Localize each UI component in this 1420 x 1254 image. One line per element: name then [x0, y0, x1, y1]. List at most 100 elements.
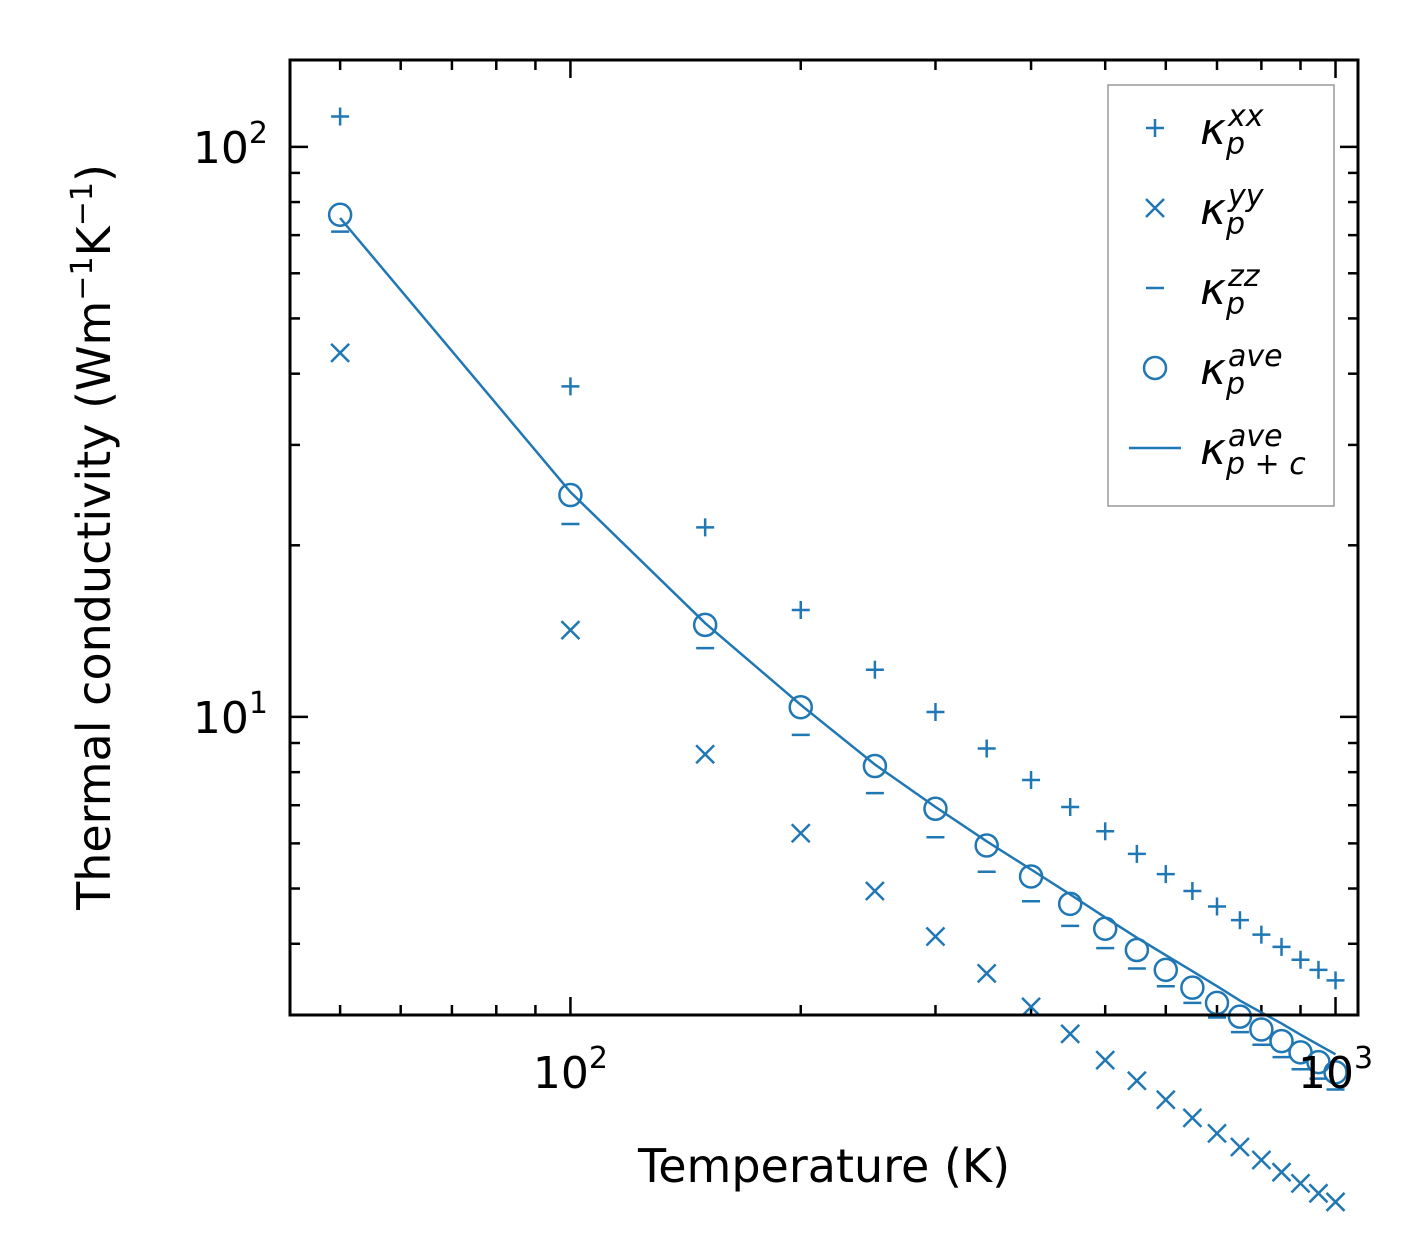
point-kappa_p_xx — [1208, 897, 1227, 916]
point-kappa_p_yy-d2 — [695, 744, 716, 765]
plot-frame — [288, 58, 1360, 1017]
point-kappa_p_yy-d2 — [1207, 1123, 1227, 1144]
point-kappa_p_yy-d2 — [560, 620, 581, 640]
point-kappa_p_ave — [1269, 1028, 1294, 1054]
point-kappa_p_yy — [330, 343, 350, 363]
legend-marker — [1142, 355, 1168, 381]
x-tick-label: 103 — [1298, 1041, 1373, 1099]
legend-marker — [1146, 119, 1164, 137]
point-kappa_p_yy — [1290, 1173, 1311, 1194]
point-kappa_p_yy-d2 — [1308, 1183, 1329, 1204]
point-kappa_p_yy — [1308, 1183, 1329, 1204]
point-kappa_p_yy — [1271, 1162, 1292, 1183]
point-kappa_p_yy — [790, 823, 811, 844]
point-kappa_p_yy — [1095, 1050, 1116, 1071]
point-kappa_p_ave — [1249, 1017, 1274, 1042]
point-kappa_p_xx — [1291, 950, 1310, 969]
point-kappa_p_ave — [1057, 891, 1083, 917]
point-kappa_p_ave — [1153, 957, 1179, 983]
series-line-kappa_pc_ave — [339, 217, 1337, 1056]
point-kappa_p_ave — [1323, 1060, 1348, 1085]
point-kappa_p_xx — [331, 107, 350, 126]
legend-label-sup: ave — [1228, 419, 1283, 454]
series-kappa_p_yy — [330, 343, 1346, 1212]
point-kappa_p_ave — [692, 612, 718, 638]
point-kappa_p_xx — [1022, 771, 1041, 790]
legend-label-sup: ave — [1228, 339, 1283, 374]
point-kappa_p_xx — [977, 739, 996, 758]
point-kappa_p_yy-d2 — [1126, 1070, 1147, 1091]
legend-marker-d2 — [1145, 198, 1165, 218]
point-kappa_p_yy — [695, 744, 716, 765]
point-kappa_p_ave — [1180, 975, 1205, 1000]
point-kappa_p_xx — [926, 703, 945, 722]
point-kappa_p_xx — [696, 518, 715, 537]
point-kappa_p_ave — [974, 833, 999, 858]
legend-label-sup: xx — [1227, 99, 1264, 134]
point-kappa_p_yy — [1182, 1107, 1203, 1128]
point-kappa_p_yy — [1207, 1123, 1227, 1144]
legend-label: κp — [1200, 264, 1245, 322]
point-kappa_p_xx — [1127, 844, 1146, 863]
x-axis-label: Temperature (K) — [637, 1139, 1010, 1193]
point-kappa_p_yy-d2 — [1271, 1162, 1292, 1183]
point-kappa_p_yy — [1155, 1089, 1176, 1110]
point-kappa_p_ave — [327, 202, 353, 228]
point-kappa_p_yy-d2 — [1325, 1192, 1346, 1212]
point-kappa_p_yy — [1230, 1137, 1250, 1157]
point-kappa_p_yy-d2 — [1095, 1050, 1116, 1071]
point-kappa_p_ave — [1227, 1004, 1253, 1029]
legend-label: κp + c — [1200, 424, 1306, 482]
point-kappa_p_yy-d2 — [976, 963, 997, 984]
series-kappa_p_xx — [331, 107, 1345, 990]
point-kappa_p_xx — [791, 601, 810, 620]
y-tick-label: 102 — [193, 116, 268, 174]
point-kappa_p_xx — [1326, 971, 1345, 990]
x-tick-label: 102 — [533, 1041, 608, 1099]
point-kappa_p_yy — [865, 881, 885, 901]
legend-label: κp — [1200, 104, 1245, 162]
point-kappa_p_ave — [862, 753, 888, 779]
series-kappa_p_ave — [327, 202, 1348, 1085]
series-kappa_p_zz — [331, 230, 1345, 1091]
legend-label-sup: zz — [1227, 259, 1261, 294]
point-kappa_p_yy-d2 — [1290, 1173, 1311, 1194]
point-kappa_p_yy-d2 — [1060, 1023, 1081, 1044]
point-kappa_p_yy-d2 — [1230, 1137, 1250, 1157]
legend-marker — [1145, 198, 1165, 218]
point-kappa_p_yy — [925, 926, 946, 947]
point-kappa_p_yy-d2 — [1182, 1107, 1203, 1128]
point-kappa_p_yy — [1021, 996, 1041, 1017]
point-kappa_p_yy-d2 — [925, 926, 946, 947]
point-kappa_p_xx — [1309, 960, 1328, 979]
point-kappa_p_yy — [1126, 1070, 1147, 1091]
point-kappa_p_yy-d2 — [1021, 996, 1041, 1017]
point-kappa_p_yy — [1060, 1023, 1081, 1044]
point-kappa_p_yy — [976, 963, 997, 984]
point-kappa_p_xx — [1096, 822, 1115, 841]
point-kappa_p_xx — [1061, 797, 1080, 816]
point-kappa_p_yy — [1251, 1150, 1272, 1170]
point-kappa_p_xx — [1230, 911, 1249, 930]
point-kappa_p_yy-d2 — [865, 881, 885, 901]
axis-ticks — [290, 60, 1358, 1017]
point-kappa_p_yy — [560, 620, 581, 640]
y-axis-label: Thermal conductivity (Wm−1K−1) — [65, 164, 121, 911]
legend-label: κp — [1200, 184, 1245, 242]
point-kappa_p_xx — [1252, 925, 1271, 944]
point-kappa_p_yy-d2 — [330, 343, 350, 363]
point-kappa_p_yy — [1325, 1192, 1346, 1212]
point-kappa_p_xx — [561, 377, 580, 396]
legend-label-sup: yy — [1227, 179, 1265, 214]
point-kappa_p_ave — [788, 694, 813, 720]
point-kappa_p_xx — [865, 660, 884, 679]
legend-label: κp — [1200, 344, 1245, 402]
legend-frame — [1107, 84, 1335, 507]
point-kappa_p_ave — [558, 482, 583, 508]
